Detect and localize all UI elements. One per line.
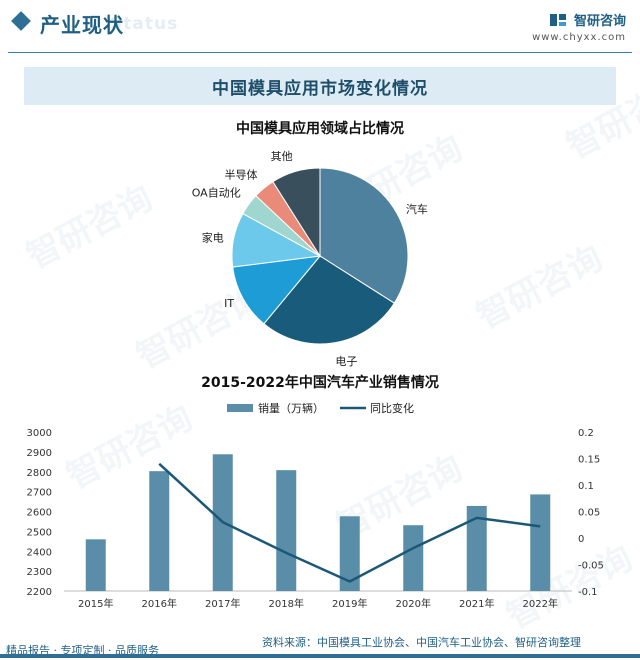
- top-bar: Status 产业现状 智研咨询 www.chyxx.com: [0, 0, 640, 48]
- bar: [339, 516, 360, 591]
- bar: [403, 525, 424, 591]
- y-left-tick: 2300: [27, 567, 52, 578]
- pie-label: IT: [224, 297, 234, 310]
- y-left-tick: 2700: [27, 488, 52, 499]
- pie-label: 半导体: [225, 167, 258, 181]
- pie-label: 家电: [202, 231, 224, 245]
- y-left-tick: 2900: [27, 448, 52, 459]
- y-left-tick: 2500: [27, 527, 52, 538]
- footer: 精品报告 · 专项定制 · 品质服务 资料来源：中国模具工业协会、中国汽车工业协…: [0, 634, 640, 660]
- y-right-tick: 0.15: [578, 455, 600, 466]
- pie-label: 其他: [271, 150, 293, 163]
- bar: [276, 470, 297, 591]
- section-watermark: Status: [110, 14, 179, 34]
- x-tick-label: 2017年: [205, 597, 240, 610]
- x-tick-label: 2015年: [78, 597, 113, 610]
- brand-url: www.chyxx.com: [532, 32, 626, 43]
- legend-label-bar: 销量（万辆）: [258, 401, 324, 415]
- pie-label: 电子: [335, 355, 357, 368]
- brand-logo-icon: [549, 13, 566, 26]
- brand-name: 智研咨询: [573, 14, 626, 29]
- pie-slice: [272, 167, 321, 258]
- legend-label-line: 同比变化: [370, 401, 414, 415]
- trend-line: [158, 462, 541, 583]
- footer-source: 资料来源：中国模具工业协会、中国汽车工业协会、智研咨询整理: [262, 636, 581, 649]
- x-tick-label: 2018年: [269, 597, 304, 610]
- y-left-tick: 3000: [27, 428, 52, 439]
- x-tick-label: 2021年: [459, 597, 494, 610]
- y-left-tick: 2600: [27, 508, 52, 519]
- pie-chart-title: 中国模具应用领域占比情况: [236, 121, 404, 137]
- y-left-tick: 2800: [27, 468, 52, 479]
- brand: 智研咨询 www.chyxx.com: [532, 10, 626, 43]
- main-title: 中国模具应用市场变化情况: [24, 67, 616, 105]
- x-tick-label: 2016年: [142, 597, 177, 610]
- bar: [85, 539, 106, 591]
- combo-chart: 销量（万辆） 同比变化 2200 2300 2400 2500 2600 2700 2800 29…: [27, 401, 604, 610]
- pie-slice: [263, 255, 395, 345]
- footer-slogan: 精品报告 · 专项定制 · 品质服务: [6, 644, 159, 657]
- y-right-tick: 0.2: [578, 428, 594, 439]
- section-title: 产业现状: [40, 13, 124, 37]
- footer-bar: [0, 654, 640, 658]
- pie-label: OA自动化: [192, 185, 241, 199]
- y-right-tick: 0: [578, 534, 584, 545]
- y-right-tick: 0.05: [578, 508, 600, 519]
- y-left-tick: 2200: [27, 587, 52, 598]
- pie-slice: [232, 255, 322, 325]
- bar: [466, 505, 487, 591]
- pie-label: 汽车: [406, 202, 428, 216]
- x-tick-label: 2020年: [396, 597, 431, 610]
- combo-chart-title: 2015-2022年中国汽车产业销售情况: [201, 375, 439, 391]
- bar: [149, 471, 170, 591]
- header-divider: [8, 52, 632, 53]
- bar: [530, 494, 551, 591]
- y-right-tick: -0.1: [578, 587, 598, 598]
- y-right-tick: 0.1: [578, 481, 594, 492]
- y-left-tick: 2400: [27, 547, 52, 558]
- x-tick-label: 2019年: [332, 597, 367, 610]
- x-tick-label: 2022年: [523, 597, 558, 610]
- legend-swatch-bar: [227, 404, 253, 412]
- y-right-tick: -0.05: [578, 561, 604, 572]
- diamond-icon: [11, 11, 31, 31]
